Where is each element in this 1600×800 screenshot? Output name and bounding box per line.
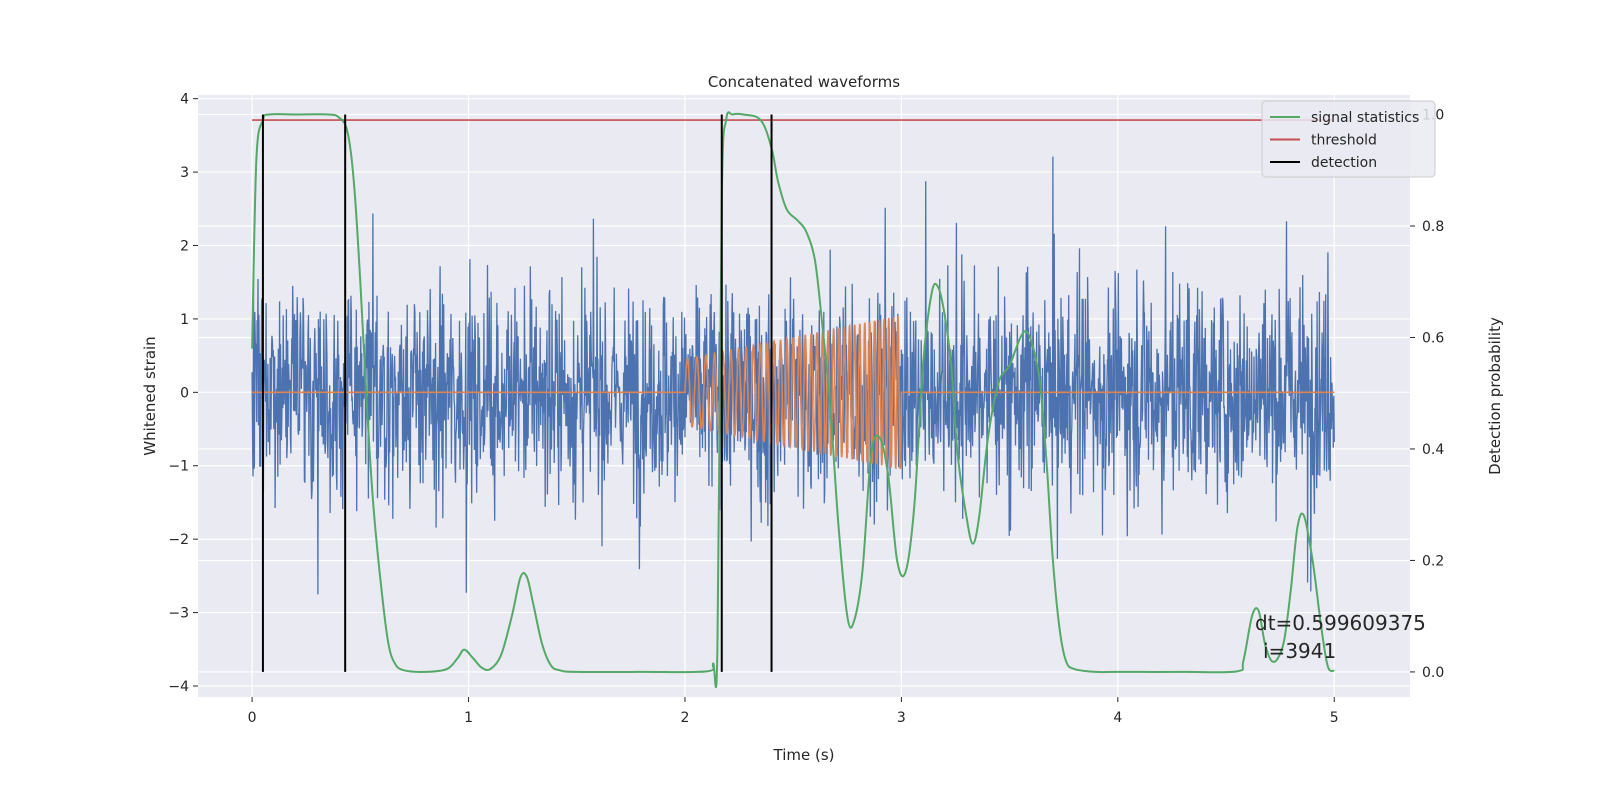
y-tick-label: 0 (180, 385, 189, 401)
x-tick-label: 4 (1113, 710, 1122, 726)
y2-tick-label: 0.0 (1422, 665, 1444, 681)
annotation-index: i=3941 (1263, 639, 1336, 663)
legend-signal-statistics-label: signal statistics (1311, 110, 1419, 126)
plot-lines (251, 111, 1335, 689)
y2-tick-label: 0.4 (1422, 442, 1444, 458)
y2-axis-label: Detection probability (1486, 317, 1504, 475)
y2-tick-label: 0.2 (1422, 553, 1444, 569)
x-axis-label: Time (s) (773, 746, 835, 764)
x-tick-label: 5 (1330, 710, 1339, 726)
x-tick-label: 0 (248, 710, 257, 726)
x-tick-label: 3 (897, 710, 906, 726)
y2-tick-label: 0.6 (1422, 330, 1444, 346)
chart-title: Concatenated waveforms (708, 73, 900, 91)
y-tick-label: 4 (180, 92, 189, 108)
legend-detection-label: detection (1311, 155, 1377, 171)
legend-box (1261, 100, 1436, 178)
y-tick-label: −1 (168, 459, 189, 475)
y-tick-label: 2 (180, 239, 189, 255)
y-tick-label: −4 (168, 679, 189, 695)
x-tick-label: 2 (681, 710, 690, 726)
y-tick-label: 3 (180, 165, 189, 181)
annotation-dt: dt=0.599609375 (1255, 611, 1426, 635)
y2-tick-label: 0.8 (1422, 219, 1444, 235)
legend-threshold-label: threshold (1311, 133, 1377, 149)
y-tick-label: 1 (180, 312, 189, 328)
y-axis-label: Whitened strain (141, 336, 159, 455)
x-tick-label: 1 (464, 710, 473, 726)
y-tick-label: −3 (168, 606, 189, 622)
legend: signal statistics threshold detection (1261, 100, 1436, 178)
signal-statistics-line (251, 111, 1335, 689)
y-tick-label: −2 (168, 532, 189, 548)
